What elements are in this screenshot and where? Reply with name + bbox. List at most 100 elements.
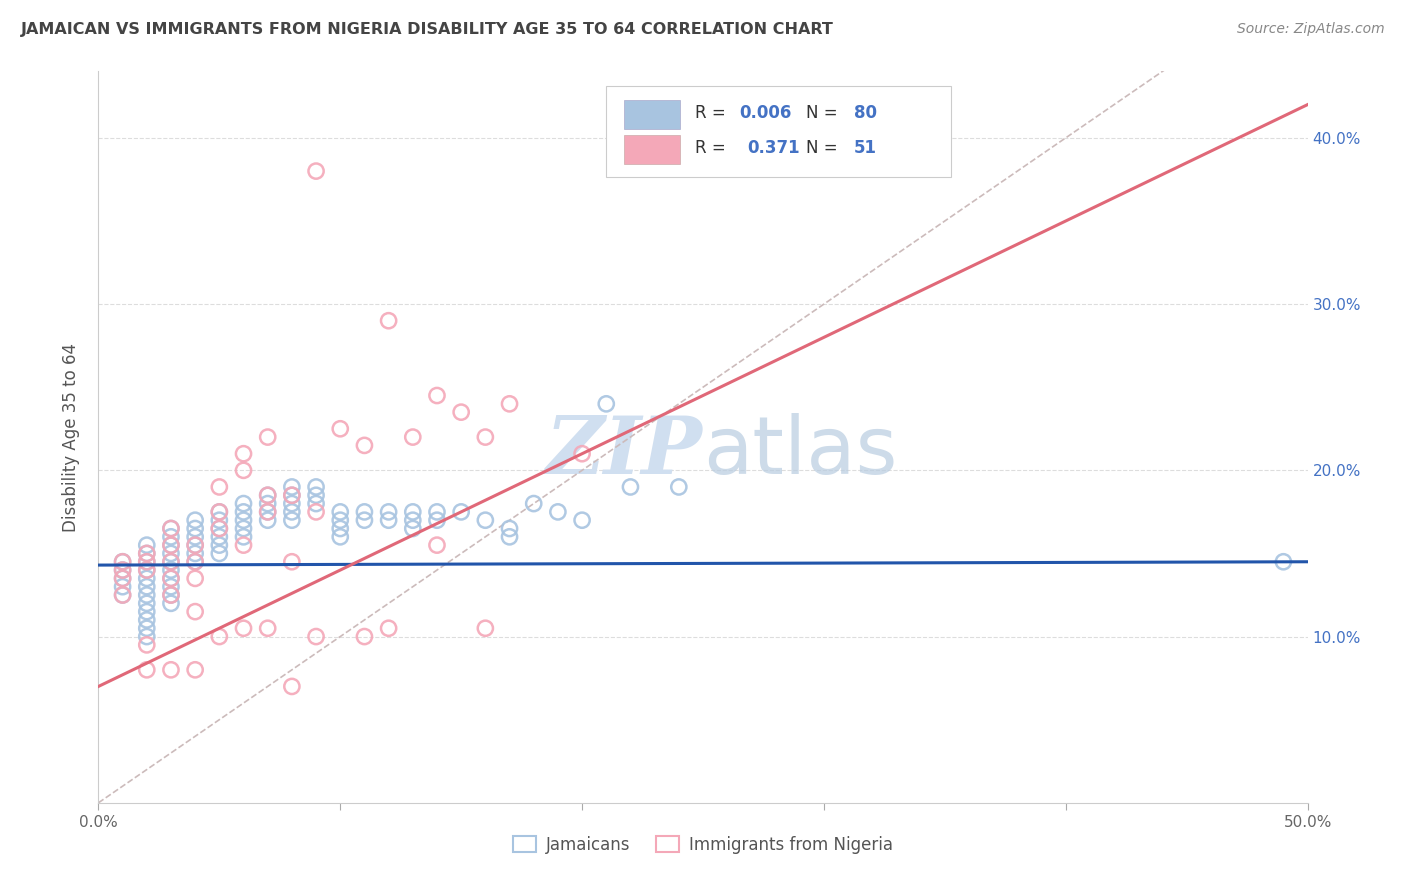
- Point: [232, 530, 254, 544]
- Text: atlas: atlas: [703, 413, 897, 491]
- Point: [208, 530, 231, 544]
- Point: [402, 521, 425, 535]
- Point: [377, 505, 399, 519]
- Text: 0.006: 0.006: [740, 104, 792, 122]
- Point: [305, 497, 328, 511]
- Point: [281, 680, 304, 694]
- Point: [160, 588, 183, 602]
- Text: Source: ZipAtlas.com: Source: ZipAtlas.com: [1237, 22, 1385, 37]
- Point: [450, 405, 472, 419]
- Point: [305, 488, 328, 502]
- Point: [160, 538, 183, 552]
- Point: [111, 588, 134, 602]
- Point: [184, 546, 207, 560]
- Point: [450, 505, 472, 519]
- Point: [135, 563, 157, 577]
- Point: [208, 538, 231, 552]
- Point: [571, 513, 593, 527]
- Point: [160, 521, 183, 535]
- Point: [232, 513, 254, 527]
- Point: [256, 621, 278, 635]
- Point: [402, 513, 425, 527]
- Point: [329, 422, 352, 436]
- Point: [305, 164, 328, 178]
- Text: JAMAICAN VS IMMIGRANTS FROM NIGERIA DISABILITY AGE 35 TO 64 CORRELATION CHART: JAMAICAN VS IMMIGRANTS FROM NIGERIA DISA…: [21, 22, 834, 37]
- Point: [111, 555, 134, 569]
- Point: [160, 530, 183, 544]
- Point: [184, 605, 207, 619]
- Text: N =: N =: [806, 139, 838, 157]
- Point: [353, 438, 375, 452]
- Point: [353, 513, 375, 527]
- Point: [184, 555, 207, 569]
- Point: [426, 513, 449, 527]
- Point: [523, 497, 546, 511]
- Point: [256, 488, 278, 502]
- Point: [184, 538, 207, 552]
- Point: [426, 388, 449, 402]
- Point: [571, 447, 593, 461]
- Point: [135, 596, 157, 610]
- Point: [474, 430, 496, 444]
- Point: [208, 546, 231, 560]
- Point: [135, 563, 157, 577]
- Point: [426, 505, 449, 519]
- Point: [184, 538, 207, 552]
- Point: [160, 563, 183, 577]
- Point: [281, 513, 304, 527]
- Point: [160, 571, 183, 585]
- Point: [377, 513, 399, 527]
- Point: [160, 596, 183, 610]
- Point: [184, 521, 207, 535]
- Point: [208, 505, 231, 519]
- Point: [595, 397, 617, 411]
- Point: [498, 530, 520, 544]
- Point: [498, 397, 520, 411]
- Point: [281, 488, 304, 502]
- Point: [184, 555, 207, 569]
- Y-axis label: Disability Age 35 to 64: Disability Age 35 to 64: [62, 343, 80, 532]
- Point: [208, 505, 231, 519]
- Point: [111, 555, 134, 569]
- Text: N =: N =: [806, 104, 838, 122]
- Point: [135, 630, 157, 644]
- Point: [184, 513, 207, 527]
- Point: [329, 530, 352, 544]
- Point: [111, 588, 134, 602]
- Point: [208, 480, 231, 494]
- Point: [474, 513, 496, 527]
- Point: [305, 480, 328, 494]
- Point: [135, 613, 157, 627]
- Point: [305, 630, 328, 644]
- Point: [256, 505, 278, 519]
- Point: [135, 621, 157, 635]
- Point: [377, 314, 399, 328]
- Point: [135, 538, 157, 552]
- Point: [232, 621, 254, 635]
- Point: [208, 630, 231, 644]
- Point: [135, 588, 157, 602]
- Point: [135, 605, 157, 619]
- Point: [111, 563, 134, 577]
- Point: [232, 521, 254, 535]
- Point: [547, 505, 569, 519]
- Point: [426, 538, 449, 552]
- Point: [232, 505, 254, 519]
- Point: [281, 480, 304, 494]
- Text: R =: R =: [695, 104, 731, 122]
- Point: [160, 580, 183, 594]
- Point: [184, 571, 207, 585]
- Point: [111, 571, 134, 585]
- Point: [353, 630, 375, 644]
- Point: [281, 505, 304, 519]
- Point: [208, 513, 231, 527]
- Text: 51: 51: [855, 139, 877, 157]
- Point: [160, 555, 183, 569]
- Point: [160, 546, 183, 560]
- FancyBboxPatch shape: [624, 100, 681, 129]
- Point: [135, 638, 157, 652]
- Point: [160, 555, 183, 569]
- Point: [135, 546, 157, 560]
- Point: [208, 521, 231, 535]
- Point: [668, 480, 690, 494]
